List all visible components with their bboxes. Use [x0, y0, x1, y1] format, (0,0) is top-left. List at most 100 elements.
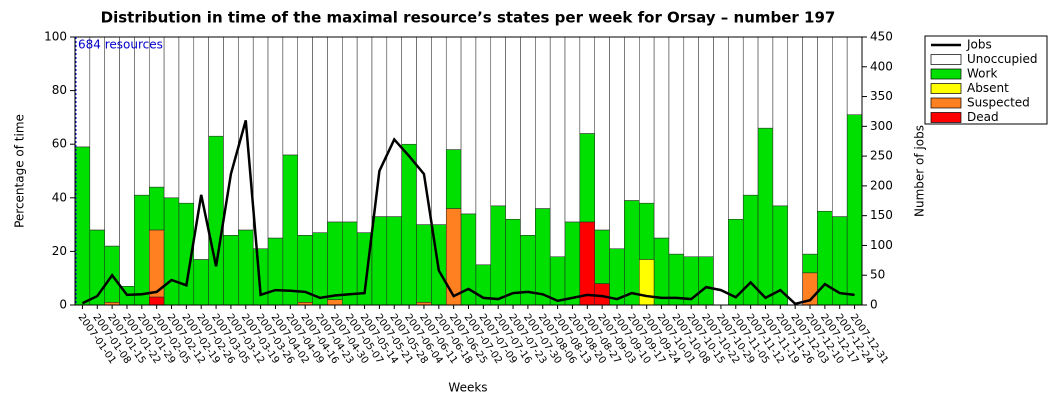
bar-segment: [312, 232, 328, 306]
bar-segment: [252, 36, 269, 249]
bar-segment: [252, 248, 269, 306]
bar-segment: [802, 36, 818, 255]
bar-segment: [416, 36, 432, 225]
bar-segment: [490, 205, 506, 306]
bar-segment: [639, 36, 655, 204]
bar-segment: [535, 208, 551, 306]
y-tick-label: 0: [59, 298, 67, 312]
bar-segment: [119, 36, 135, 287]
legend-label: Unoccupied: [967, 52, 1037, 66]
bar-segment: [342, 221, 358, 306]
bar-segment: [683, 36, 699, 258]
bar-segment: [742, 36, 759, 196]
bar-segment: [624, 200, 640, 306]
y2-tick-label: 400: [870, 59, 893, 73]
y2-tick-label: 350: [870, 89, 893, 103]
bar-segment: [624, 36, 640, 201]
y2-tick-label: 50: [870, 268, 885, 282]
bar-segment: [728, 36, 744, 220]
bar-segment: [327, 36, 343, 223]
bar-segment: [579, 36, 595, 134]
y-tick-label: 100: [44, 30, 67, 44]
bar-segment: [208, 135, 224, 306]
legend-swatch: [930, 83, 962, 94]
bar-segment: [520, 235, 536, 306]
bar-segment: [148, 296, 165, 306]
bar-segment: [802, 253, 818, 274]
bar-segment: [445, 208, 462, 306]
bar-segment: [148, 36, 165, 188]
bar-segment: [163, 36, 180, 199]
bar-segment: [579, 221, 595, 306]
bar-segment: [757, 36, 774, 129]
bar-segment: [698, 256, 714, 306]
bar-segment: [698, 36, 714, 258]
y2-tick-label: 0: [870, 298, 878, 312]
legend-label: Jobs: [966, 38, 992, 52]
bar-segment: [312, 36, 328, 233]
bar-segment: [282, 36, 298, 156]
legend-label: Absent: [967, 81, 1009, 95]
bar-segment: [772, 36, 789, 207]
bar-segment: [238, 229, 254, 306]
legend-box: [924, 35, 1048, 125]
bar-segment: [505, 36, 521, 220]
bar-segment: [846, 36, 863, 115]
y2-tick-label: 250: [870, 149, 893, 163]
bar-segment: [134, 36, 150, 196]
bar-segment: [371, 216, 388, 306]
bar-segment: [520, 36, 536, 236]
bar-segment: [535, 36, 551, 209]
bar-segment: [223, 235, 239, 306]
legend-swatch: [930, 97, 962, 109]
bar-segment: [817, 36, 833, 212]
bar-segment: [74, 146, 91, 306]
bar-segment: [713, 36, 729, 306]
bar-segment: [342, 36, 358, 223]
bar-segment: [787, 36, 803, 306]
bar-segment: [594, 283, 610, 306]
bar-segment: [401, 36, 417, 145]
annotation: 684 resources: [78, 38, 163, 52]
legend-label: Work: [967, 67, 997, 81]
y2-tick-label: 450: [870, 30, 893, 44]
bar-segment: [178, 36, 195, 204]
bar-segment: [639, 202, 655, 260]
bar-segment: [163, 197, 180, 306]
legend-label: Suspected: [967, 96, 1030, 110]
bar-segment: [356, 36, 373, 233]
y-tick-label: 60: [52, 137, 67, 151]
bar-segment: [475, 36, 492, 266]
bar-segment: [832, 36, 848, 217]
bar-segment: [431, 36, 447, 225]
bar-segment: [757, 127, 774, 306]
y-tick-label: 20: [52, 244, 67, 258]
bar-segment: [104, 36, 120, 247]
y2-tick-label: 150: [870, 208, 893, 222]
bar-segment: [564, 221, 581, 306]
x-axis-label: Weeks: [448, 381, 487, 395]
bar-segment: [74, 36, 91, 148]
bar-segment: [371, 36, 388, 217]
bar-segment: [386, 216, 402, 306]
legend-swatch: [930, 112, 962, 123]
bar-segment: [134, 194, 150, 306]
bar-segment: [148, 186, 165, 231]
bar-segment: [193, 259, 209, 306]
y2-axis-label: Number of jobs: [913, 125, 927, 217]
jobs-line: [81, 120, 855, 306]
bar-segment: [564, 36, 581, 223]
bar-segment: [89, 36, 105, 231]
y-tick-label: 40: [52, 190, 67, 204]
y2-tick-label: 100: [870, 238, 893, 252]
bar-segment: [549, 36, 566, 258]
bar-segment: [609, 36, 625, 249]
bar-segment: [579, 133, 595, 223]
bar-segment: [490, 36, 506, 207]
bar-segment: [208, 36, 224, 137]
bar-segment: [653, 237, 670, 306]
bar-segment: [653, 36, 670, 239]
bar-segment: [639, 259, 655, 306]
bar-segment: [89, 229, 105, 306]
